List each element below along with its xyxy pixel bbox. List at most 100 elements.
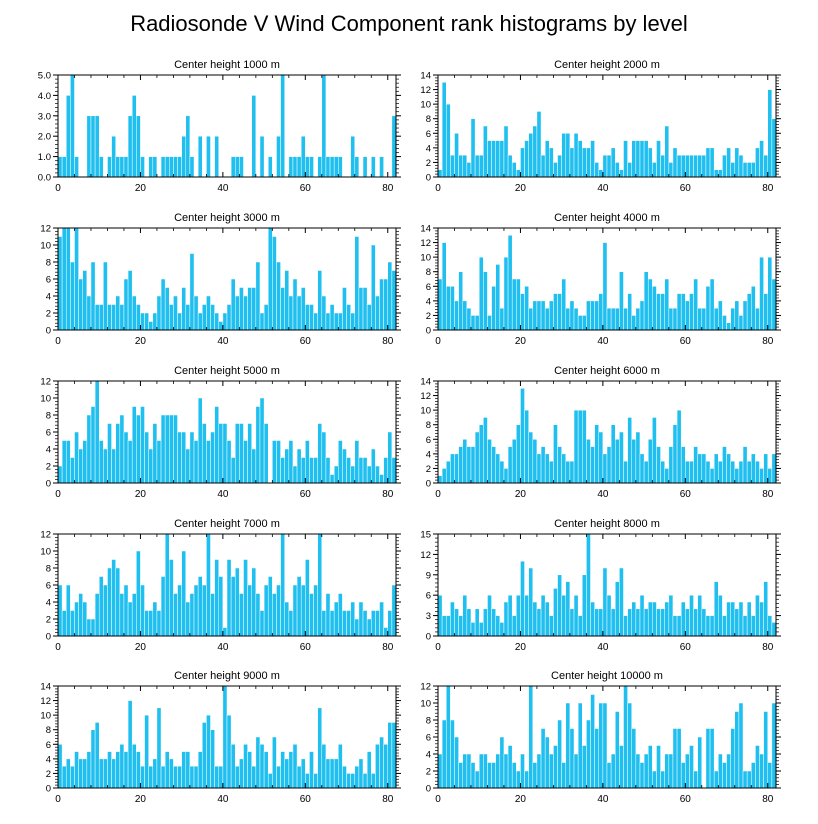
bar bbox=[152, 156, 158, 178]
bar bbox=[614, 581, 620, 637]
bar bbox=[635, 753, 641, 789]
bar bbox=[350, 312, 356, 331]
bar bbox=[136, 304, 141, 331]
histogram-panel-5: Center height 5000 m 0 20 40 60 80 0 2 4 6 8 10 12 bbox=[40, 365, 401, 500]
bar bbox=[152, 312, 158, 331]
bar bbox=[503, 468, 509, 484]
bar bbox=[366, 465, 372, 484]
x-tick-label: 80 bbox=[382, 489, 394, 500]
bar bbox=[230, 576, 236, 637]
bar bbox=[214, 135, 220, 178]
bar bbox=[280, 457, 285, 484]
bar bbox=[499, 307, 505, 331]
bar bbox=[61, 156, 67, 178]
bar bbox=[288, 295, 294, 331]
bar bbox=[483, 753, 488, 789]
bar bbox=[454, 300, 459, 331]
bar bbox=[288, 156, 294, 178]
bar bbox=[582, 147, 587, 178]
bar bbox=[685, 460, 690, 484]
bar bbox=[660, 154, 665, 178]
bar bbox=[111, 135, 116, 178]
bar bbox=[280, 74, 285, 178]
bar bbox=[746, 293, 752, 331]
x-tick-label: 80 bbox=[382, 336, 394, 347]
bar bbox=[454, 736, 459, 789]
bar bbox=[466, 608, 472, 637]
bar bbox=[610, 147, 616, 178]
bar bbox=[259, 312, 265, 331]
bar bbox=[458, 762, 463, 789]
y-tick-label: 5.0 bbox=[38, 71, 51, 82]
bar bbox=[594, 162, 600, 178]
bar bbox=[123, 584, 129, 637]
bar bbox=[243, 440, 248, 484]
bar bbox=[544, 453, 550, 484]
y-tick-label: 4 bbox=[46, 445, 51, 456]
bar bbox=[82, 758, 88, 789]
bar bbox=[511, 439, 517, 484]
y-tick-label: 0 bbox=[426, 632, 431, 643]
bar bbox=[366, 751, 372, 789]
bar bbox=[507, 745, 513, 789]
bar bbox=[602, 702, 608, 789]
bar bbox=[709, 147, 715, 178]
plot-frame bbox=[57, 685, 397, 789]
bar bbox=[516, 594, 521, 637]
bar bbox=[454, 608, 459, 637]
y-tick-label: 1.0 bbox=[38, 152, 51, 163]
bar bbox=[342, 610, 347, 637]
plot-frame bbox=[437, 533, 777, 637]
bar bbox=[647, 278, 653, 331]
bar bbox=[586, 439, 591, 484]
bar bbox=[160, 414, 166, 484]
bar bbox=[284, 758, 290, 789]
bar bbox=[321, 610, 327, 637]
x-tick-label: 60 bbox=[300, 336, 312, 347]
histogram-panel-10: Center height 10000 m 0 20 40 60 80 0 2 4 6 8 10 12 bbox=[420, 670, 781, 805]
bar bbox=[325, 758, 331, 789]
y-tick-label: 10 bbox=[40, 711, 51, 722]
panel-title: Center height 1000 m bbox=[174, 59, 280, 71]
y-tick-label: 12 bbox=[420, 85, 431, 96]
bar bbox=[214, 312, 220, 331]
bar bbox=[520, 560, 525, 637]
bar bbox=[160, 576, 166, 637]
bar bbox=[462, 154, 468, 178]
y-axis: 0.0 1.0 2.0 3.0 4.0 5.0 bbox=[38, 71, 401, 184]
y-tick-label: 14 bbox=[420, 71, 431, 82]
bar bbox=[164, 414, 170, 484]
bar bbox=[586, 147, 591, 178]
bar bbox=[676, 728, 682, 789]
bar bbox=[437, 169, 443, 178]
bar bbox=[160, 278, 166, 331]
bar bbox=[78, 593, 83, 637]
bar bbox=[701, 307, 707, 331]
bar bbox=[598, 293, 604, 331]
bar bbox=[606, 154, 612, 178]
bar bbox=[598, 702, 604, 789]
bar bbox=[206, 135, 211, 178]
bar bbox=[329, 610, 335, 637]
bar bbox=[672, 307, 678, 331]
bar bbox=[107, 567, 112, 637]
bar bbox=[450, 154, 455, 178]
bar bbox=[540, 300, 546, 331]
bar bbox=[107, 423, 112, 484]
x-tick-label: 0 bbox=[435, 489, 441, 500]
bar bbox=[483, 271, 488, 331]
bar bbox=[321, 295, 327, 331]
bar bbox=[387, 431, 393, 484]
bar bbox=[74, 227, 79, 331]
bar bbox=[177, 312, 182, 331]
bar bbox=[387, 610, 393, 637]
bar bbox=[503, 753, 509, 789]
bar bbox=[346, 773, 351, 789]
bar bbox=[689, 154, 694, 178]
y-tick-label: 10 bbox=[420, 406, 431, 417]
bar bbox=[685, 753, 690, 789]
x-axis: 0 20 40 60 80 bbox=[55, 228, 394, 347]
x-tick-label: 20 bbox=[135, 794, 147, 805]
bar bbox=[338, 593, 343, 637]
bar bbox=[755, 307, 760, 331]
